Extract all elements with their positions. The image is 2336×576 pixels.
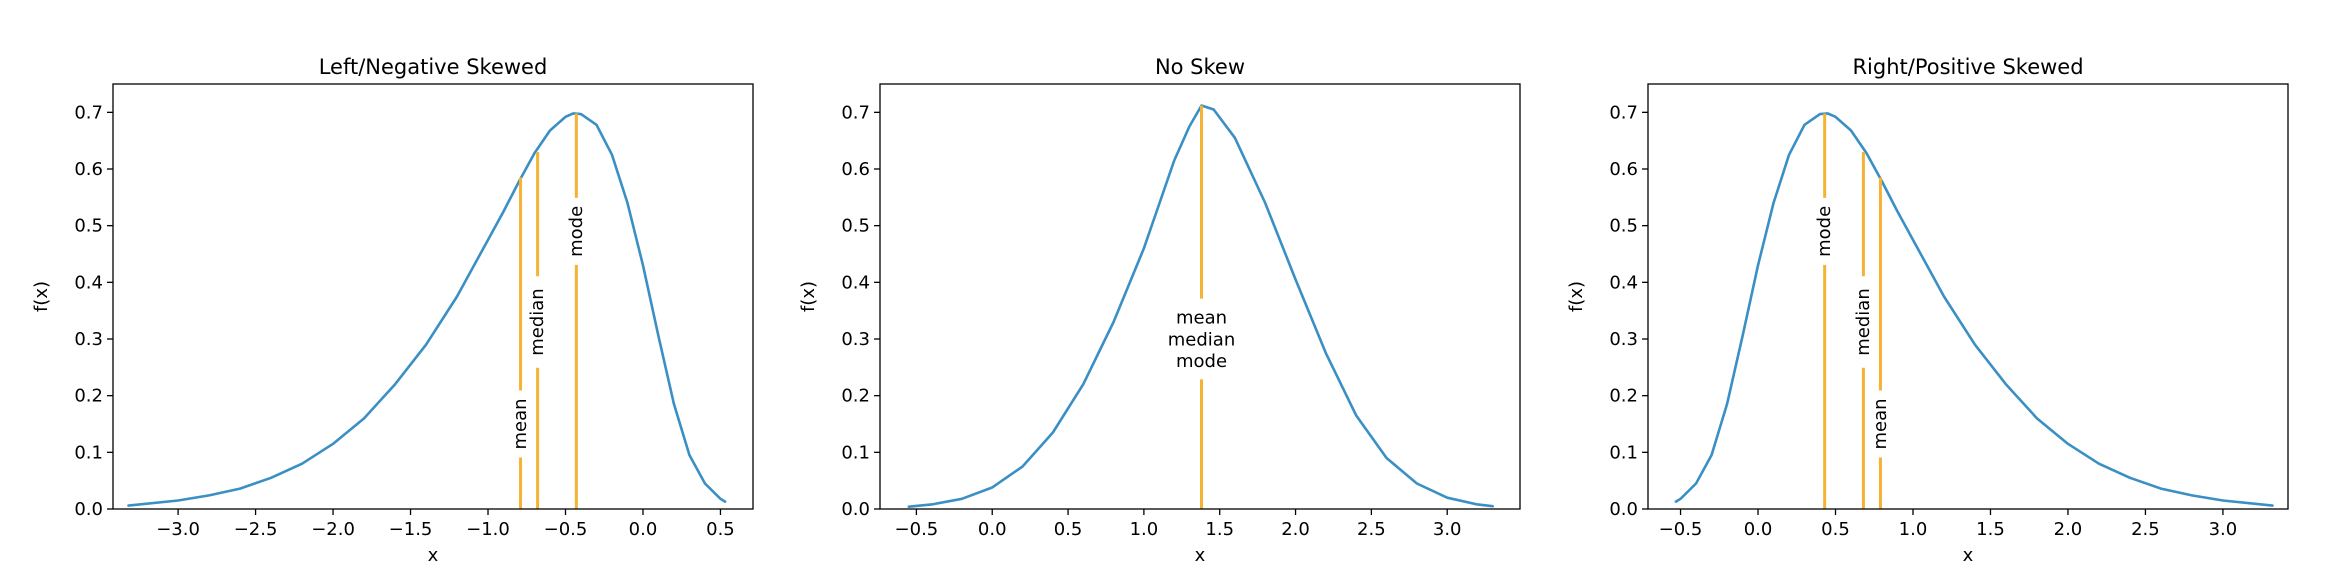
y-tick-label: 0.6 xyxy=(1609,159,1638,180)
x-tick-label: −2.5 xyxy=(234,519,278,540)
marker-label: mode xyxy=(566,206,587,257)
x-tick-label: 3.0 xyxy=(2209,519,2238,540)
chart-panel-1: Left/Negative Skewed mean median mode −3.0 −2… xyxy=(31,55,754,566)
y-tick-label: 0.4 xyxy=(74,272,103,293)
x-tick-label: 0.5 xyxy=(706,519,735,540)
x-tick-label: 0.5 xyxy=(1821,519,1850,540)
x-tick-label: 0.0 xyxy=(629,519,658,540)
chart-title: No Skew xyxy=(1155,55,1245,79)
marker-label: median xyxy=(1853,288,1874,355)
x-tick-label: 2.5 xyxy=(2131,519,2160,540)
y-tick-label: 0.2 xyxy=(1609,386,1638,407)
y-tick-label: 0.6 xyxy=(841,159,870,180)
marker-label-line: mean xyxy=(1176,308,1227,329)
x-tick-label: 1.5 xyxy=(1205,519,1234,540)
axes-frame xyxy=(112,83,754,510)
y-tick-label: 0.1 xyxy=(841,442,870,463)
y-tick-label: 0.5 xyxy=(1609,216,1638,237)
y-tick-label: 0.3 xyxy=(841,329,870,350)
x-tick-label: 2.0 xyxy=(1281,519,1310,540)
y-tick-label: 0.3 xyxy=(74,329,103,350)
y-axis-label: f(x) xyxy=(1566,281,1587,312)
y-tick-label: 0.4 xyxy=(1609,272,1638,293)
x-axis-label: x xyxy=(1195,545,1206,566)
x-tick-label: 0.0 xyxy=(978,519,1007,540)
y-tick-label: 0.0 xyxy=(1609,499,1638,520)
y-tick-label: 0.0 xyxy=(841,499,870,520)
chart-title: Left/Negative Skewed xyxy=(319,55,548,79)
marker-mean: mean xyxy=(510,177,531,509)
x-tick-label: 1.0 xyxy=(1899,519,1928,540)
x-tick-label: −3.0 xyxy=(156,519,200,540)
x-tick-label: −2.0 xyxy=(311,519,355,540)
marker-label: mode xyxy=(1814,206,1835,257)
x-tick-label: 0.0 xyxy=(1744,519,1773,540)
axes-frame xyxy=(879,83,1521,510)
y-tick-label: 0.5 xyxy=(74,216,103,237)
marker-label-line: mode xyxy=(1176,351,1227,372)
y-tick-label: 0.5 xyxy=(841,216,870,237)
y-tick-label: 0.1 xyxy=(1609,442,1638,463)
x-tick-label: −1.0 xyxy=(466,519,510,540)
density-curve xyxy=(127,112,727,507)
marker-mode: mode xyxy=(1814,113,1835,509)
density-curve xyxy=(907,104,1494,509)
y-tick-label: 0.7 xyxy=(74,102,103,123)
marker-label: median xyxy=(527,288,548,355)
chart-panel-3: Right/Positive Skewed mode median mean −0.5 0… xyxy=(1566,55,2289,566)
x-tick-label: 1.5 xyxy=(1976,519,2005,540)
y-tick-label: 0.7 xyxy=(1609,102,1638,123)
marker-mean-median-mode: mean median mode xyxy=(1168,105,1235,509)
x-tick-label: 2.0 xyxy=(2054,519,2083,540)
x-tick-label: −1.5 xyxy=(389,519,433,540)
chart-title: Right/Positive Skewed xyxy=(1852,55,2083,79)
y-tick-label: 0.7 xyxy=(841,102,870,123)
marker-mode: mode xyxy=(566,113,587,509)
x-tick-label: 1.0 xyxy=(1130,519,1159,540)
x-axis-label: x xyxy=(428,545,439,566)
x-tick-label: −0.5 xyxy=(544,519,588,540)
marker-median: median xyxy=(527,152,548,509)
y-tick-label: 0.6 xyxy=(74,159,103,180)
x-tick-label: −0.5 xyxy=(1659,519,1703,540)
x-tick-label: −0.5 xyxy=(895,519,939,540)
marker-label: mean xyxy=(1870,398,1891,449)
x-tick-label: 2.5 xyxy=(1357,519,1386,540)
y-tick-label: 0.2 xyxy=(841,386,870,407)
y-tick-label: 0.2 xyxy=(74,386,103,407)
y-tick-label: 0.4 xyxy=(841,272,870,293)
x-axis-label: x xyxy=(1963,545,1974,566)
axes-frame xyxy=(1647,83,2289,510)
y-tick-label: 0.0 xyxy=(74,499,103,520)
chart-panel-2: No Skew mean median mode −0.5 0.0 0.5 1.0 1.5 2.0… xyxy=(798,55,1521,566)
marker-mean: mean xyxy=(1870,177,1891,509)
marker-label-line: median xyxy=(1168,329,1235,350)
x-tick-label: 0.5 xyxy=(1054,519,1083,540)
x-tick-label: 3.0 xyxy=(1433,519,1462,540)
density-curve xyxy=(1674,112,2274,507)
marker-median: median xyxy=(1853,152,1874,509)
y-tick-label: 0.1 xyxy=(74,442,103,463)
marker-label: mean xyxy=(510,398,531,449)
y-tick-label: 0.3 xyxy=(1609,329,1638,350)
y-axis-label: f(x) xyxy=(31,281,52,312)
y-axis-label: f(x) xyxy=(798,281,819,312)
marker-label: mean median mode xyxy=(1168,308,1235,372)
